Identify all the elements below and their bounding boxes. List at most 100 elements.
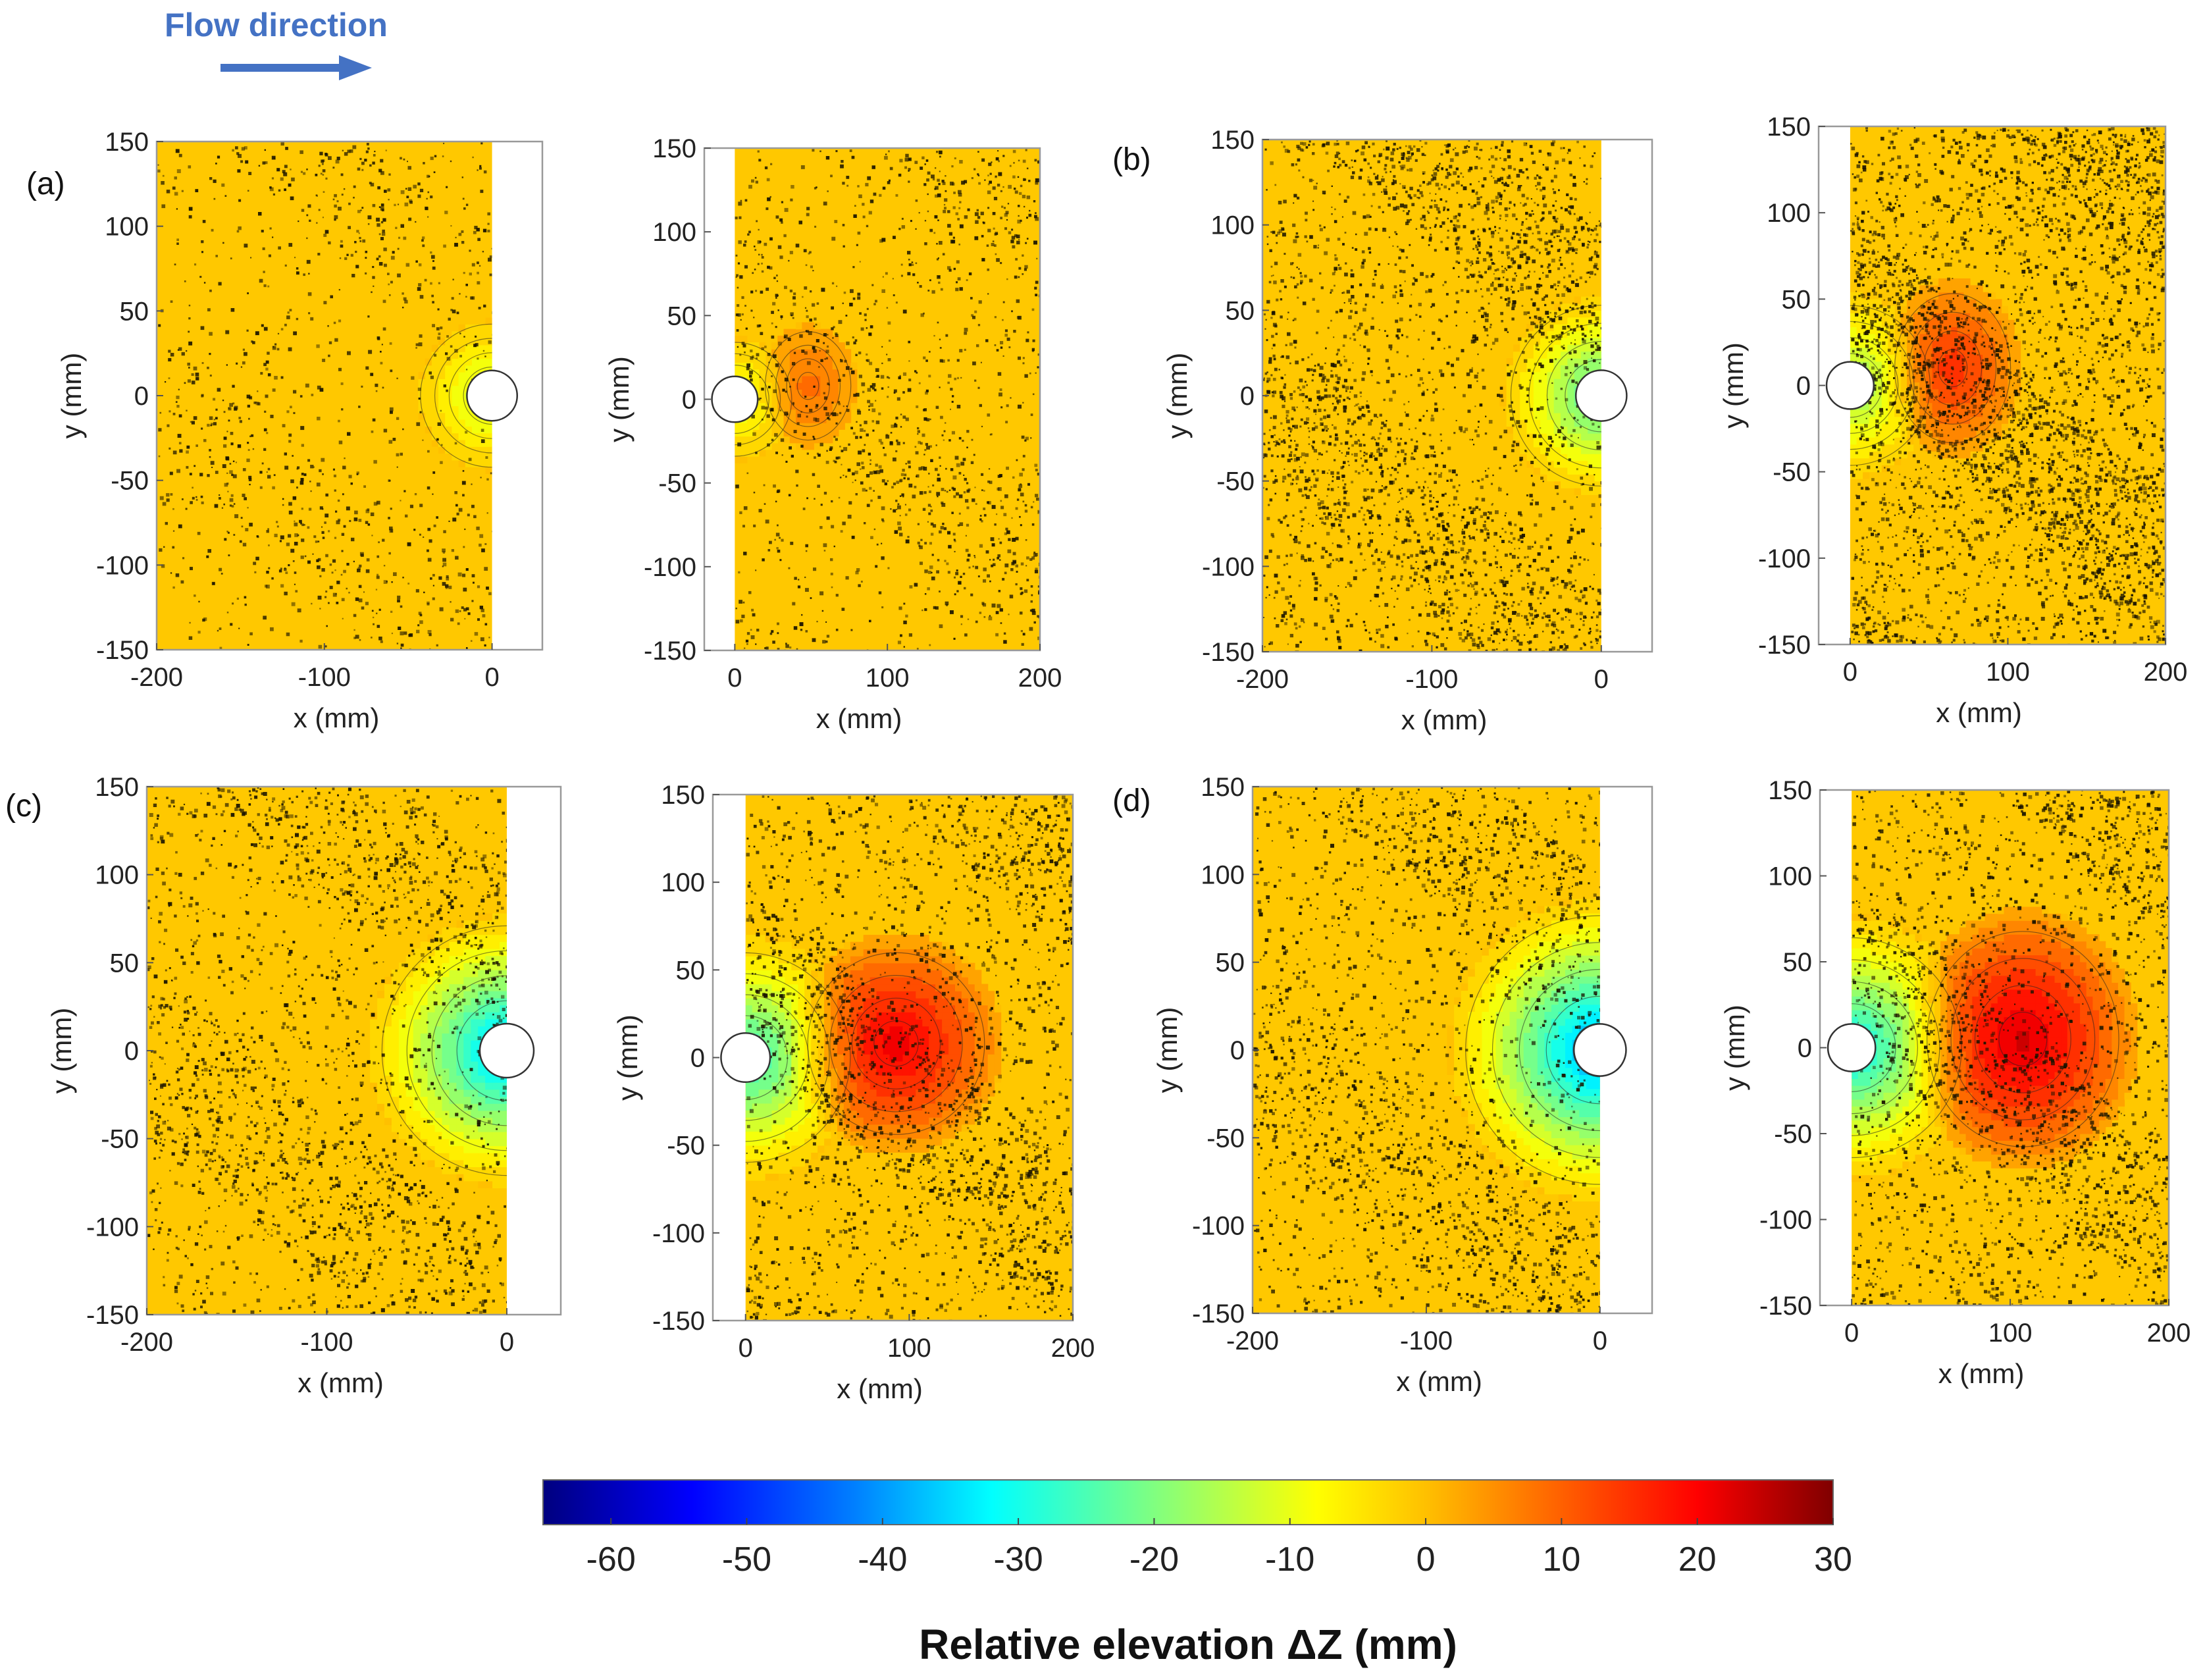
- speckle-dot: [921, 433, 925, 437]
- speckle-dot: [1453, 432, 1456, 434]
- speckle-dot: [1461, 540, 1465, 542]
- speckle-dot: [869, 385, 873, 388]
- speckle-dot: [1441, 608, 1445, 612]
- speckle-dot: [1503, 276, 1505, 278]
- speckle-dot: [864, 444, 866, 446]
- speckle-dot: [1509, 409, 1513, 413]
- speckle-dot: [744, 199, 748, 202]
- speckle-dot: [829, 446, 833, 450]
- speckle-dot: [186, 350, 188, 352]
- elevation-cell: [777, 349, 785, 356]
- speckle-dot: [981, 234, 984, 238]
- speckle-dot: [1027, 331, 1029, 334]
- speckle-dot: [462, 470, 465, 472]
- speckle-dot: [1311, 427, 1316, 431]
- elevation-cell: [1574, 310, 1582, 318]
- speckle-dot: [1281, 141, 1283, 144]
- speckle-dot: [1418, 486, 1420, 489]
- speckle-dot: [348, 202, 351, 205]
- speckle-dot: [325, 591, 328, 593]
- elevation-cell: [1526, 357, 1534, 365]
- speckle-dot: [1271, 391, 1274, 394]
- speckle-dot: [1478, 421, 1480, 423]
- speckle-dot: [1588, 230, 1590, 232]
- speckle-dot: [1506, 303, 1510, 307]
- speckle-dot: [902, 469, 905, 472]
- speckle-dot: [914, 485, 917, 488]
- speckle-dot: [937, 193, 941, 197]
- speckle-dot: [1574, 197, 1577, 201]
- speckle-dot: [158, 428, 162, 432]
- speckle-dot: [203, 438, 207, 442]
- speckle-dot: [431, 255, 435, 259]
- speckle-dot: [1346, 290, 1351, 294]
- speckle-dot: [1542, 631, 1544, 633]
- speckle-dot: [997, 372, 1002, 376]
- speckle-dot: [954, 377, 957, 381]
- speckle-dot: [294, 520, 296, 522]
- elevation-cell: [814, 369, 821, 377]
- speckle-dot: [303, 172, 306, 175]
- speckle-dot: [830, 558, 833, 562]
- speckle-dot: [740, 199, 742, 202]
- speckle-dot: [1572, 182, 1576, 187]
- speckle-dot: [1545, 373, 1547, 375]
- speckle-dot: [869, 486, 872, 490]
- elevation-cell: [438, 446, 446, 454]
- speckle-dot: [1471, 438, 1474, 441]
- elevation-cell: [452, 399, 459, 406]
- speckle-dot: [207, 549, 211, 553]
- speckle-dot: [1393, 467, 1397, 471]
- speckle-dot: [867, 176, 871, 180]
- speckle-dot: [310, 317, 314, 321]
- elevation-cell: [832, 349, 839, 356]
- speckle-dot: [230, 257, 232, 259]
- speckle-dot: [1532, 372, 1534, 375]
- speckle-dot: [1535, 648, 1538, 651]
- speckle-dot: [1549, 359, 1553, 363]
- speckle-dot: [895, 302, 898, 304]
- speckle-dot: [388, 173, 391, 176]
- elevation-cell: [796, 375, 802, 383]
- speckle-dot: [935, 167, 937, 169]
- speckle-dot: [355, 597, 359, 601]
- speckle-dot: [1499, 394, 1503, 398]
- speckle-dot: [1345, 455, 1347, 457]
- speckle-dot: [908, 263, 912, 267]
- speckle-dot: [739, 600, 742, 604]
- speckle-dot: [823, 406, 827, 411]
- speckle-dot: [827, 382, 830, 385]
- speckle-dot: [903, 477, 906, 480]
- speckle-dot: [417, 182, 421, 186]
- speckle-dot: [352, 145, 357, 149]
- speckle-dot: [1426, 579, 1430, 583]
- speckle-dot: [1477, 354, 1479, 355]
- speckle-dot: [440, 327, 443, 330]
- speckle-dot: [1313, 422, 1316, 425]
- elevation-cell: [438, 392, 446, 400]
- speckle-dot: [294, 522, 298, 527]
- speckle-dot: [1387, 646, 1390, 649]
- speckle-dot: [1559, 259, 1561, 262]
- speckle-dot: [296, 267, 299, 270]
- elevation-cell: [431, 358, 439, 366]
- elevation-cell: [479, 324, 486, 332]
- speckle-dot: [997, 184, 1000, 187]
- speckle-dot: [908, 465, 911, 469]
- elevation-cell: [485, 365, 492, 373]
- elevation-cell: [796, 382, 802, 390]
- speckle-dot: [338, 518, 341, 521]
- speckle-dot: [1565, 228, 1570, 232]
- speckle-dot: [232, 402, 235, 405]
- speckle-dot: [432, 324, 435, 328]
- speckle-dot: [1332, 608, 1335, 610]
- elevation-cell: [1540, 433, 1547, 441]
- speckle-dot: [832, 337, 834, 339]
- speckle-dot: [288, 347, 292, 352]
- speckle-dot: [1583, 366, 1588, 370]
- speckle-dot: [1554, 315, 1556, 317]
- speckle-dot: [1022, 362, 1025, 365]
- speckle-dot: [977, 216, 981, 219]
- speckle-dot: [746, 632, 750, 635]
- speckle-dot: [759, 376, 761, 379]
